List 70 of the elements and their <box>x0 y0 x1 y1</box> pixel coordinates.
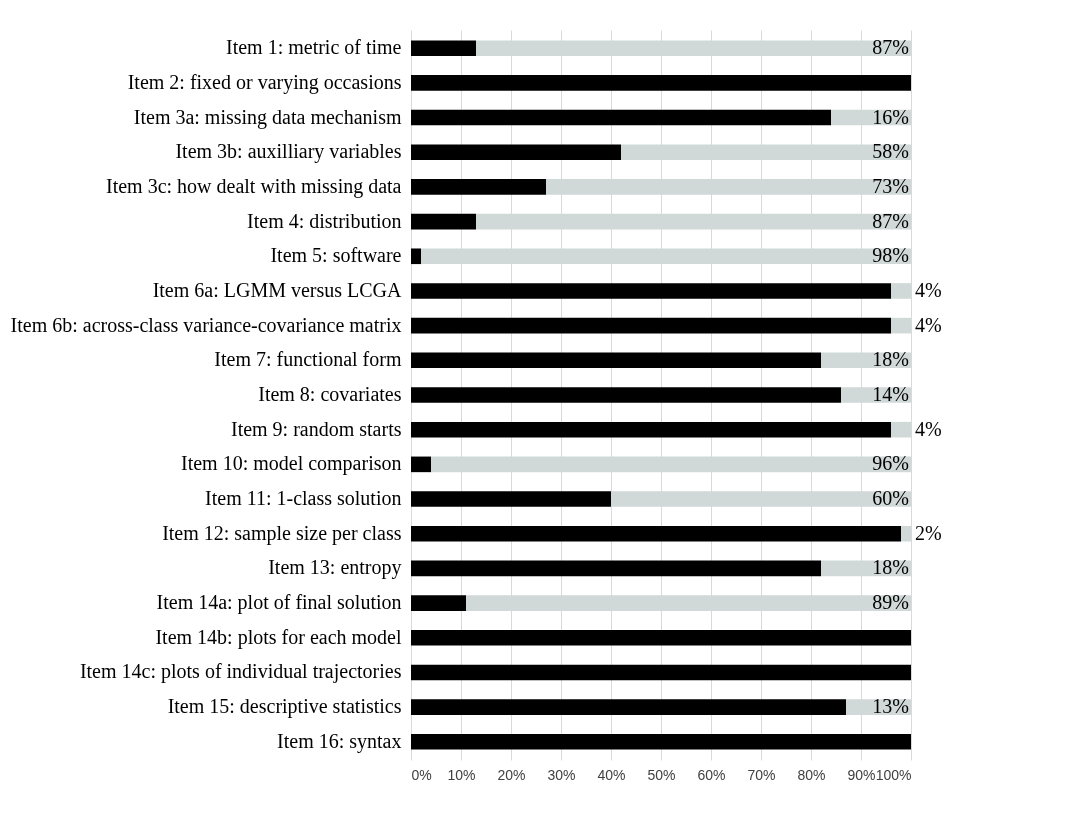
data-label: 18% <box>872 556 909 579</box>
x-tick-label: 10% <box>447 766 476 783</box>
x-tick-label: 30% <box>547 766 576 783</box>
bar <box>411 75 911 91</box>
data-label: 89% <box>872 591 909 614</box>
y-tick-label: Item 14c: plots of individual trajectories <box>79 660 402 684</box>
data-label: 58% <box>872 140 909 163</box>
bar <box>411 525 901 542</box>
y-tick-label: Item 8: covariates <box>258 383 402 405</box>
data-label: 4% <box>915 278 942 301</box>
bar <box>411 664 911 681</box>
bar <box>411 213 476 230</box>
bar <box>411 144 621 161</box>
bar <box>411 421 891 438</box>
data-label: 98% <box>872 244 909 267</box>
y-tick-label: Item 5: software <box>270 244 402 267</box>
y-tick-label: Item 12: sample size per class <box>162 521 402 545</box>
bar <box>411 629 911 646</box>
y-tick-label: Item 4: distribution <box>247 209 402 232</box>
y-tick-label: Item 3c: how dealt with missing data <box>106 174 402 198</box>
y-tick-label: Item 15: descriptive statistics <box>167 695 402 719</box>
y-tick-label: Item 11: 1-class solution <box>205 487 402 510</box>
y-tick-label: Item 2: fixed or varying occasions <box>127 70 402 94</box>
y-tick-label: Item 3a: missing data mechanism <box>133 105 402 129</box>
data-label: 87% <box>872 36 909 59</box>
bar <box>411 733 911 750</box>
data-label: 14% <box>872 383 909 405</box>
bar <box>411 387 841 403</box>
x-tick-label: 60% <box>697 766 726 783</box>
y-tick-label: Item 10: model comparison <box>180 452 402 476</box>
data-label: 2% <box>915 521 942 544</box>
x-tick-label: 90% <box>847 766 876 783</box>
bar <box>411 317 891 334</box>
x-tick-label: 0% <box>411 766 432 783</box>
data-label: 60% <box>872 487 909 510</box>
y-tick-label: Item 1: metric of time <box>226 36 402 59</box>
data-label: 4% <box>915 417 942 440</box>
x-tick-label: 40% <box>597 766 626 783</box>
data-label: 87% <box>872 209 909 232</box>
y-tick-label: Item 7: functional form <box>214 348 402 371</box>
bar <box>411 352 821 369</box>
data-label: 13% <box>872 695 909 718</box>
bar <box>411 560 821 577</box>
y-tick-label: Item 3b: auxilliary variables <box>175 140 402 164</box>
x-tick-label: 80% <box>797 766 826 783</box>
bar <box>411 699 846 715</box>
y-tick-label: Item 14b: plots for each model <box>155 625 402 649</box>
x-tick-label: 20% <box>497 766 526 783</box>
bar <box>411 179 546 195</box>
y-tick-label: Item 14a: plot of final solution <box>156 591 402 615</box>
data-label: 73% <box>872 174 909 197</box>
x-tick-label: 70% <box>747 766 776 783</box>
bar <box>411 248 421 265</box>
data-label: 96% <box>872 452 909 475</box>
x-tick-label: 50% <box>647 766 676 783</box>
bar <box>411 109 831 126</box>
bar <box>411 40 476 57</box>
bar <box>411 491 611 507</box>
y-tick-label: Item 6b: across-class variance-covariance matrix <box>10 313 402 336</box>
y-tick-label: Item 6a: LGMM versus LCGA <box>152 278 403 301</box>
data-label: 18% <box>872 348 909 371</box>
data-label: 4% <box>915 313 942 336</box>
y-tick-label: Item 13: entropy <box>268 556 402 580</box>
bar <box>411 456 431 473</box>
bar <box>411 283 891 299</box>
x-tick-label: 100% <box>875 766 912 783</box>
data-label: 16% <box>872 105 909 128</box>
bar <box>411 595 466 611</box>
y-tick-label: Item 16: syntax <box>277 729 402 753</box>
y-tick-label: Item 9: random starts <box>230 417 402 440</box>
